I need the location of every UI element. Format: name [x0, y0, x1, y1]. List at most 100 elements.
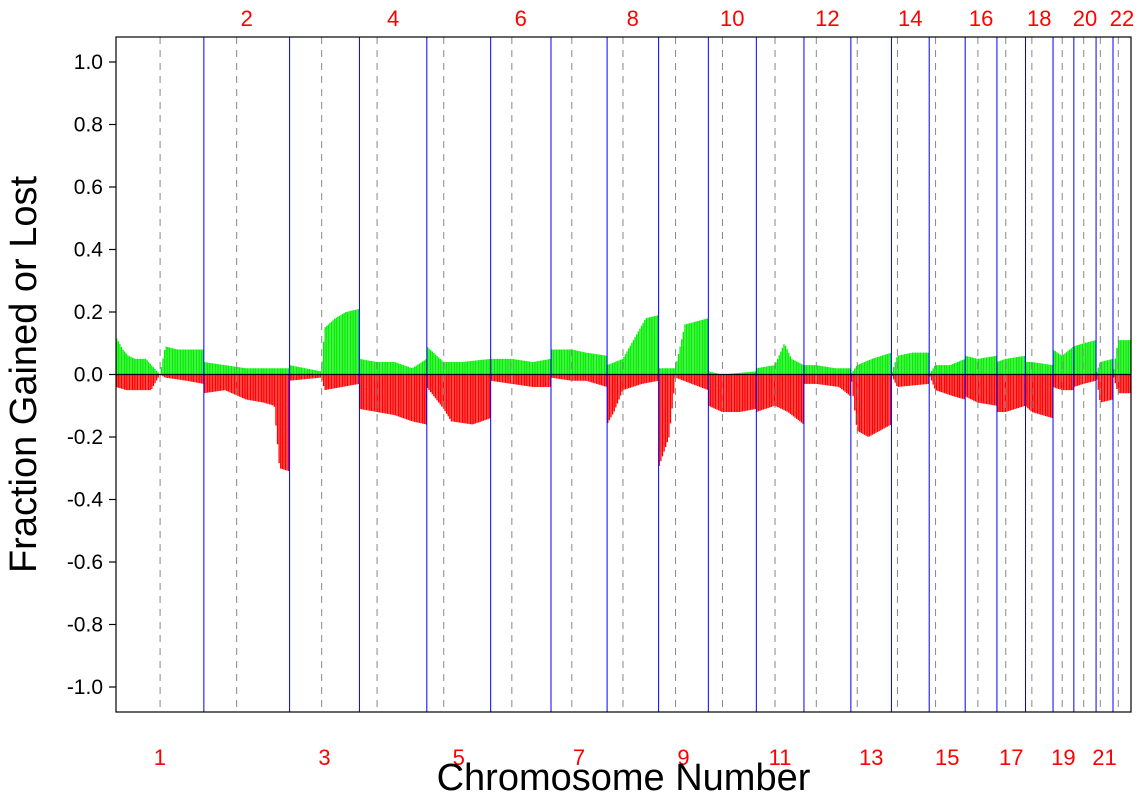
gain-bar	[781, 347, 784, 375]
gain-bar	[676, 361, 678, 375]
gain-bar	[802, 364, 804, 375]
gain-bar	[1033, 362, 1035, 375]
loss-bar	[1122, 374, 1125, 394]
loss-bar	[1100, 374, 1102, 403]
loss-bar	[971, 374, 973, 400]
gain-bar	[740, 372, 742, 375]
y-tick-label: 0.8	[74, 114, 103, 137]
loss-bar	[303, 374, 306, 380]
loss-bar	[808, 374, 811, 384]
gain-bar	[905, 353, 907, 375]
gain-bar	[471, 360, 473, 375]
gain-bar	[1028, 362, 1031, 375]
loss-bar	[743, 374, 745, 412]
gain-bar	[272, 368, 274, 375]
gain-bar	[267, 368, 269, 375]
loss-bar	[565, 374, 567, 380]
loss-bar	[555, 374, 558, 379]
loss-bar	[297, 374, 299, 380]
loss-bar	[836, 374, 838, 387]
gain-bar	[399, 364, 401, 375]
loss-bar	[349, 374, 352, 386]
gain-bar	[1015, 357, 1018, 375]
loss-bar	[1008, 374, 1010, 412]
loss-bar	[902, 374, 904, 387]
gain-bar	[489, 358, 491, 375]
loss-bar	[701, 374, 704, 388]
gain-bar	[289, 365, 291, 375]
loss-bar	[208, 374, 210, 393]
gain-bar	[434, 354, 437, 375]
loss-bar	[788, 374, 790, 413]
gain-bar	[218, 364, 220, 375]
gain-bar	[311, 369, 314, 375]
gain-bar	[982, 357, 984, 375]
gain-bar	[1062, 354, 1064, 375]
gain-bar	[234, 366, 236, 375]
loss-bar	[745, 374, 747, 411]
loss-bar	[738, 374, 741, 412]
gain-bar	[587, 352, 590, 375]
gain-bar	[1124, 340, 1126, 375]
loss-bar	[998, 374, 1000, 412]
loss-bar	[1054, 374, 1056, 388]
gain-bar	[522, 360, 524, 375]
gain-bar	[600, 354, 603, 375]
loss-bar	[428, 374, 430, 391]
loss-bar	[1124, 374, 1126, 394]
gain-bar	[603, 355, 606, 375]
gain-bar	[413, 366, 416, 375]
loss-bar	[709, 374, 712, 407]
loss-bar	[218, 374, 220, 392]
loss-bar	[647, 374, 649, 383]
loss-bar	[234, 374, 236, 395]
gain-bar	[916, 352, 918, 375]
gain-bar	[461, 361, 464, 375]
gain-bar	[857, 364, 859, 375]
gain-bar	[749, 371, 752, 375]
loss-bar	[476, 374, 478, 423]
loss-bar	[178, 374, 180, 380]
gain-bar	[583, 352, 585, 375]
gain-bar	[149, 363, 151, 375]
loss-bar	[1011, 374, 1013, 411]
gain-bar	[681, 339, 683, 375]
gain-bar	[123, 351, 126, 375]
loss-bar	[549, 374, 551, 387]
gain-bar	[327, 324, 330, 375]
gain-bar	[772, 365, 774, 375]
loss-bar	[457, 374, 459, 423]
gain-bar	[343, 312, 345, 375]
gain-bar	[708, 371, 710, 375]
loss-bar	[973, 374, 975, 401]
loss-bar	[163, 374, 166, 378]
gain-bar	[165, 346, 167, 375]
gain-bar	[1080, 344, 1082, 375]
gain-bar	[958, 361, 961, 375]
chromosome-label: 9	[677, 745, 689, 770]
gain-bar	[910, 352, 912, 375]
loss-bar	[1025, 374, 1027, 407]
loss-bar	[1009, 374, 1011, 411]
gain-bar	[922, 352, 925, 375]
loss-bar	[924, 374, 926, 385]
loss-bar	[578, 374, 580, 381]
gain-bar	[834, 368, 837, 375]
gain-bar	[586, 352, 588, 375]
gain-bar	[981, 358, 983, 375]
loss-bar	[389, 374, 392, 415]
gain-bar	[348, 311, 350, 375]
gain-bar	[227, 365, 229, 375]
gain-bar	[966, 356, 969, 375]
loss-bar	[1041, 374, 1044, 416]
gain-bar	[907, 353, 909, 375]
gain-bar	[1089, 341, 1092, 375]
loss-bar	[319, 374, 322, 378]
gain-bar	[373, 361, 376, 375]
gain-bar	[607, 364, 609, 375]
loss-bar	[489, 374, 491, 419]
gain-bar	[677, 353, 680, 375]
loss-bar	[226, 374, 228, 391]
gain-bar	[1019, 356, 1021, 375]
